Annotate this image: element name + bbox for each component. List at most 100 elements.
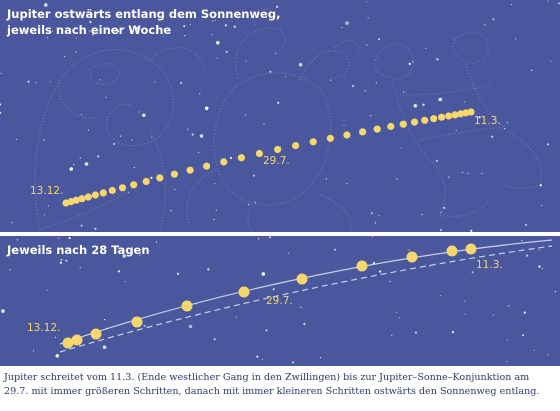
star: [44, 214, 46, 216]
star: [319, 357, 321, 359]
star: [547, 354, 550, 356]
jupiter-position-dot: [343, 131, 351, 139]
star: [378, 38, 381, 41]
star: [214, 182, 216, 185]
jupiter-position-dot: [309, 138, 317, 146]
jupiter-position-dot: [446, 245, 458, 257]
star: [128, 192, 130, 194]
star: [213, 338, 216, 341]
star: [65, 259, 68, 262]
star: [191, 133, 194, 136]
star: [79, 267, 81, 269]
jupiter-position-dot: [237, 154, 245, 162]
star: [213, 218, 215, 221]
star: [366, 44, 368, 46]
jupiter-position-dot: [421, 116, 429, 124]
weekly-label-start: 13.12.: [30, 185, 64, 197]
star: [235, 316, 237, 318]
jupiter-position-dot: [108, 186, 116, 195]
star: [367, 17, 369, 19]
star: [389, 280, 391, 283]
star: [122, 254, 126, 258]
monthly-panel: Jeweils nach 28 Tagen 13.12. 29.7. 11.3.: [0, 236, 560, 366]
star: [113, 142, 116, 145]
jupiter-position-dot: [203, 162, 211, 170]
star: [439, 295, 441, 297]
star: [408, 62, 411, 65]
star: [277, 101, 280, 104]
star: [541, 204, 543, 207]
star: [300, 306, 302, 308]
star: [256, 355, 259, 358]
star: [254, 201, 257, 203]
star: [391, 334, 393, 336]
star: [345, 21, 349, 25]
star: [32, 350, 35, 352]
star: [9, 269, 11, 271]
star: [470, 229, 473, 232]
star: [105, 96, 107, 98]
jupiter-position-dot: [131, 316, 143, 328]
star: [491, 135, 494, 138]
jupiter-position-dot: [238, 286, 250, 298]
star: [280, 146, 282, 148]
star: [35, 81, 37, 84]
star: [538, 265, 541, 268]
star: [436, 58, 439, 61]
jupiter-position-dot: [467, 108, 475, 116]
star: [94, 227, 97, 230]
star: [379, 270, 382, 273]
star: [106, 327, 108, 329]
star: [374, 222, 377, 224]
star: [57, 237, 60, 239]
star: [180, 81, 183, 84]
star: [89, 20, 92, 24]
star: [143, 324, 146, 327]
star: [117, 270, 121, 273]
jupiter-position-dot: [78, 195, 86, 203]
star: [195, 303, 197, 305]
star: [187, 128, 189, 130]
star: [60, 258, 63, 261]
star: [139, 254, 141, 256]
star: [346, 182, 348, 184]
star: [258, 238, 260, 240]
monthly-label-end: 11.3.: [476, 259, 503, 271]
star: [276, 5, 279, 8]
star: [11, 222, 13, 224]
star: [413, 104, 418, 108]
star: [99, 79, 101, 81]
star: [44, 3, 48, 7]
star: [104, 319, 106, 321]
jupiter-position-dot: [170, 170, 178, 178]
star: [506, 121, 508, 124]
star: [120, 135, 122, 137]
star: [541, 267, 543, 269]
star: [199, 134, 204, 138]
star: [539, 184, 543, 187]
star: [352, 84, 355, 88]
star: [298, 62, 303, 67]
star: [142, 113, 146, 117]
star: [170, 210, 172, 212]
star: [511, 3, 513, 6]
star: [408, 249, 410, 251]
star: [285, 76, 287, 78]
star: [244, 114, 246, 116]
star: [0, 111, 2, 115]
star: [73, 163, 75, 166]
weekly-title-line2: jeweils nach einer Woche: [7, 23, 172, 37]
star: [248, 204, 250, 206]
monthly-label-start: 13.12.: [27, 322, 61, 334]
star: [395, 311, 398, 314]
star: [508, 305, 510, 307]
star: [524, 223, 528, 227]
star: [515, 38, 517, 40]
jupiter-position-dot: [445, 112, 453, 120]
star: [68, 236, 71, 240]
star: [47, 205, 49, 207]
star: [365, 1, 368, 3]
jupiter-position-dot: [71, 334, 83, 346]
star: [176, 272, 180, 275]
star: [214, 19, 216, 21]
